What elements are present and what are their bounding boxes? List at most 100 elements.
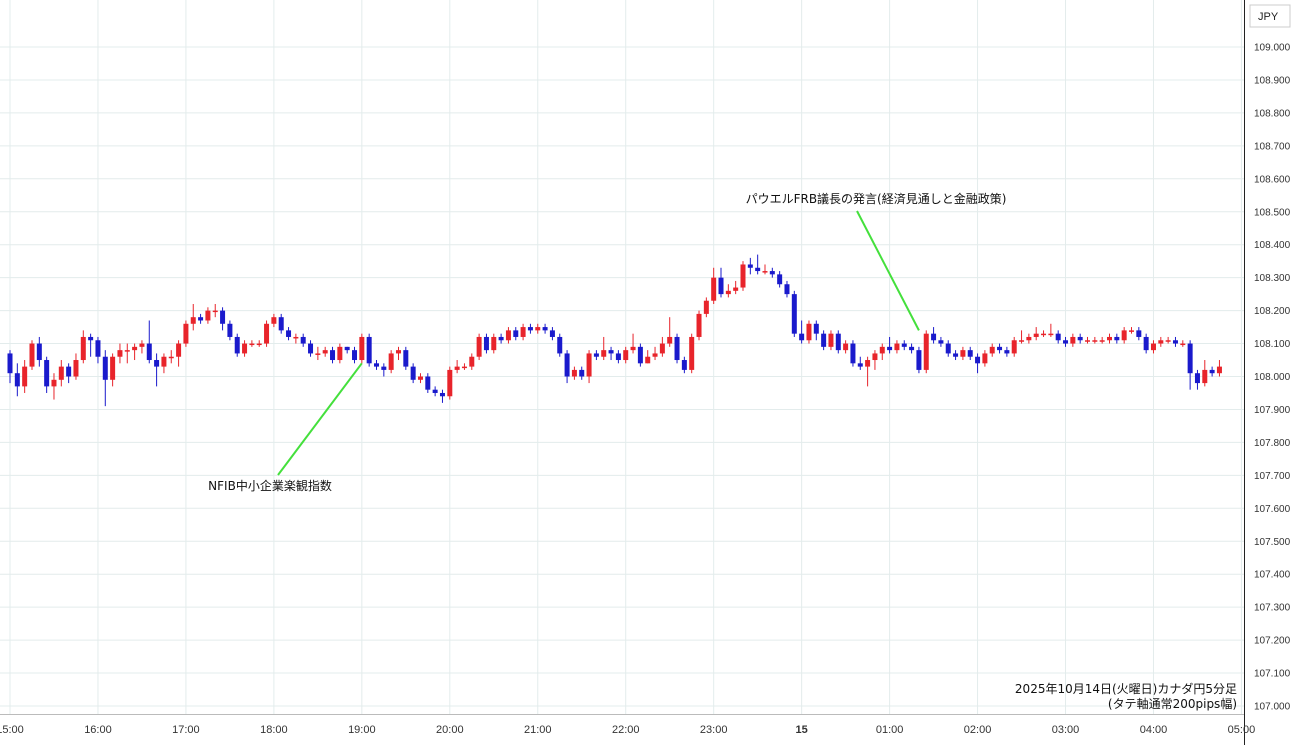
candle-body bbox=[417, 376, 423, 380]
price-tick-label: 107.500 bbox=[1254, 537, 1291, 548]
candle-body bbox=[432, 389, 438, 393]
candle bbox=[901, 340, 907, 351]
candle-body bbox=[242, 343, 248, 354]
candle bbox=[659, 336, 665, 357]
candle bbox=[953, 350, 959, 361]
candle bbox=[615, 350, 621, 364]
time-tick-label: 22:00 bbox=[612, 724, 640, 736]
candle bbox=[784, 280, 790, 298]
candle bbox=[579, 366, 585, 380]
candle-body bbox=[513, 330, 519, 337]
candle-body bbox=[703, 300, 709, 314]
annotation-label: NFIB中小企業楽観指数 bbox=[208, 478, 332, 493]
candle-body bbox=[608, 350, 614, 354]
candle bbox=[923, 330, 929, 374]
candle bbox=[1092, 336, 1098, 344]
candle bbox=[645, 350, 651, 364]
candle-body bbox=[425, 376, 431, 390]
candle-body bbox=[725, 290, 731, 295]
candle-body bbox=[623, 350, 629, 361]
candle-body bbox=[256, 343, 262, 346]
candle-body bbox=[689, 336, 695, 370]
candle-body bbox=[220, 310, 226, 324]
candle bbox=[498, 333, 504, 344]
candle bbox=[337, 343, 343, 364]
candle bbox=[564, 350, 570, 384]
candle bbox=[1136, 327, 1142, 341]
candle-body bbox=[44, 360, 50, 387]
price-tick-label: 108.900 bbox=[1254, 75, 1291, 86]
candle bbox=[967, 346, 973, 361]
annotation: パウエルFRB議長の発言(経済見通しと金融政策) bbox=[746, 191, 1006, 331]
candle-series bbox=[7, 254, 1222, 407]
candle-body bbox=[1011, 340, 1017, 354]
candle-body bbox=[769, 271, 775, 275]
candle-body bbox=[843, 343, 849, 351]
candle bbox=[740, 261, 746, 291]
candle-body bbox=[1107, 336, 1112, 341]
candle-body bbox=[308, 343, 314, 354]
candle bbox=[1209, 366, 1215, 377]
candle bbox=[227, 320, 233, 341]
candle bbox=[674, 333, 680, 364]
candle-body bbox=[835, 333, 841, 351]
candle-body bbox=[777, 274, 783, 285]
time-tick-label: 03:00 bbox=[1052, 724, 1080, 736]
candle bbox=[1121, 327, 1127, 344]
candle-body bbox=[1033, 333, 1039, 337]
candle-body bbox=[124, 350, 130, 352]
candle-body bbox=[1180, 343, 1186, 346]
candle-body bbox=[762, 271, 768, 273]
candle bbox=[395, 346, 401, 361]
candle-body bbox=[938, 340, 944, 344]
candle bbox=[124, 343, 130, 364]
price-tick-label: 107.300 bbox=[1254, 603, 1291, 614]
chart-caption-line1: 2025年10月14日(火曜日)カナダ円5分足 bbox=[1015, 681, 1237, 696]
candle bbox=[80, 330, 86, 364]
candle bbox=[725, 284, 731, 298]
candle-body bbox=[740, 264, 746, 288]
candle-body bbox=[132, 346, 138, 351]
candle bbox=[286, 327, 292, 341]
candle bbox=[439, 389, 445, 403]
chart-caption-line2: (タテ軸通常200pips幅) bbox=[1108, 696, 1237, 711]
time-tick-label: 02:00 bbox=[964, 724, 992, 736]
candle bbox=[1187, 340, 1193, 390]
candle bbox=[843, 340, 849, 354]
price-tick-label: 107.100 bbox=[1254, 669, 1291, 680]
candle bbox=[813, 320, 819, 341]
candle-body bbox=[791, 294, 797, 334]
candle bbox=[410, 363, 416, 384]
candle bbox=[205, 307, 211, 324]
candle-body bbox=[667, 336, 673, 344]
candle-body bbox=[102, 356, 108, 380]
candle bbox=[58, 360, 64, 387]
candle bbox=[330, 346, 336, 364]
candle-body bbox=[982, 353, 988, 364]
candle bbox=[938, 336, 944, 347]
time-tick-label: 23:00 bbox=[700, 724, 728, 736]
time-tick-label: 05:00 bbox=[1228, 724, 1256, 736]
candle bbox=[608, 346, 614, 361]
candle-body bbox=[564, 353, 570, 377]
candle-body bbox=[549, 330, 555, 337]
candle-body bbox=[498, 336, 504, 341]
candle bbox=[1158, 336, 1164, 347]
candle bbox=[1165, 336, 1171, 344]
candle bbox=[696, 310, 702, 341]
candle-body bbox=[80, 336, 86, 361]
candle-body bbox=[535, 327, 541, 331]
candle-body bbox=[58, 366, 64, 380]
candle bbox=[1033, 327, 1039, 341]
candle bbox=[623, 346, 629, 364]
candle-body bbox=[154, 360, 160, 367]
candle bbox=[476, 333, 482, 361]
candle-body bbox=[1150, 343, 1156, 351]
candle-body bbox=[887, 346, 893, 351]
candle bbox=[630, 333, 636, 354]
candle bbox=[344, 346, 350, 354]
candle bbox=[549, 327, 555, 341]
candle-body bbox=[821, 333, 827, 347]
candle bbox=[154, 353, 160, 387]
candle-body bbox=[879, 346, 885, 354]
